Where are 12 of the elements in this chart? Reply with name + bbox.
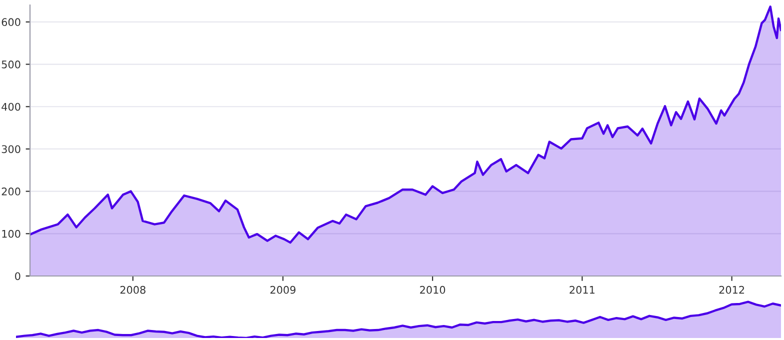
x-tick-label: 2010 (420, 286, 446, 294)
y-tick-label: 100 (2, 230, 20, 238)
y-tick-label: 500 (2, 60, 20, 68)
x-tick-label: 2008 (120, 286, 146, 294)
y-tick-label: 200 (2, 188, 20, 196)
x-tick-label: 2009 (270, 286, 296, 294)
y-tick-label: 0 (15, 272, 20, 280)
x-tick-label: 2012 (719, 286, 744, 294)
x-tick-label: 2011 (570, 286, 594, 294)
y-tick-label: 400 (2, 102, 20, 111)
y-tick-label: 300 (2, 145, 20, 154)
y-tick-label: 600 (2, 18, 20, 26)
